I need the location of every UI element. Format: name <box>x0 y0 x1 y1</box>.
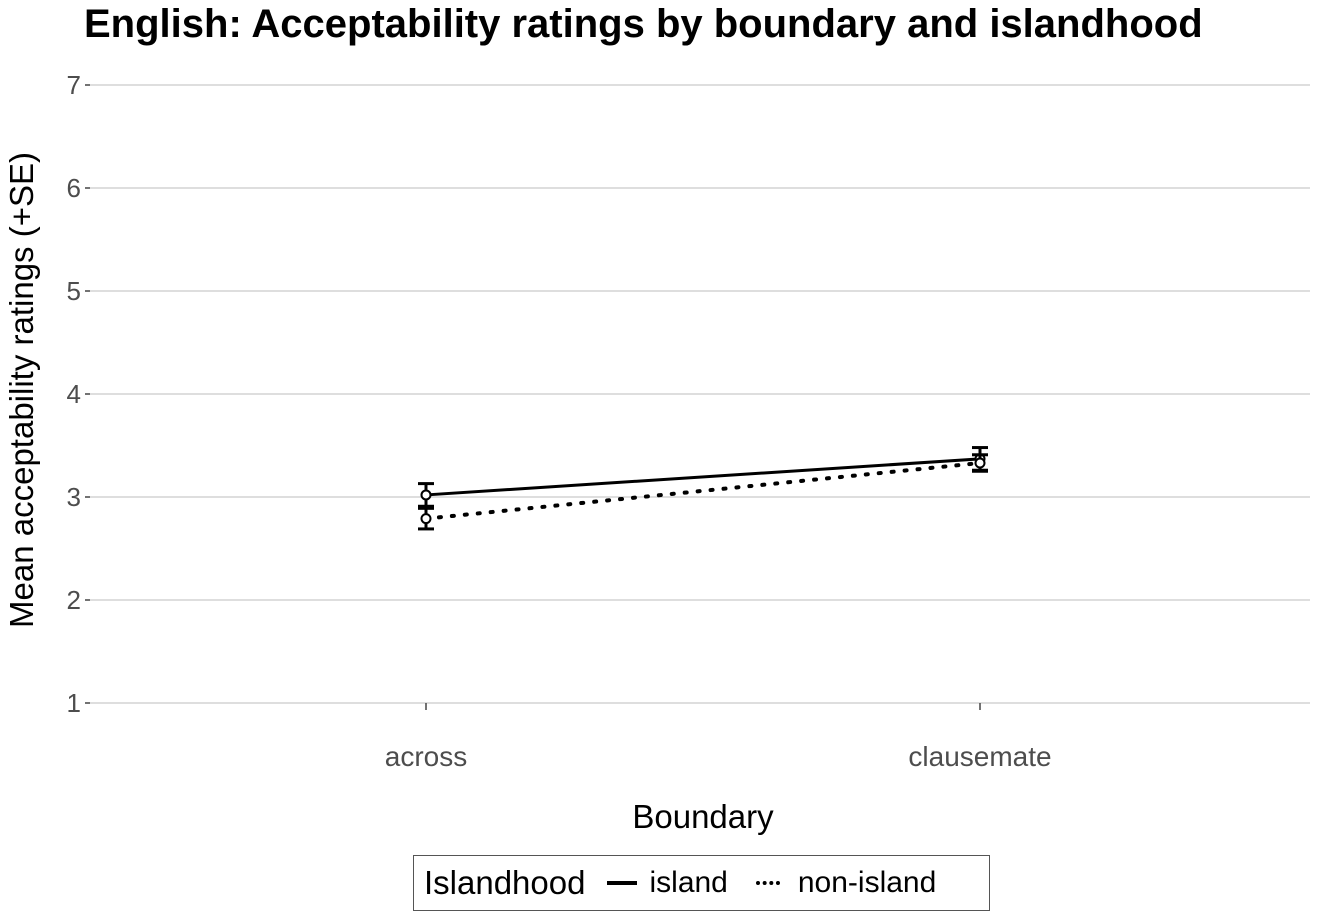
y-tick-label: 6 <box>67 173 81 203</box>
y-tick-label: 3 <box>67 482 81 512</box>
y-tick-label: 7 <box>67 70 81 100</box>
solid-line-key-icon <box>607 881 638 885</box>
y-tick-label: 5 <box>67 276 81 306</box>
data-point <box>420 489 432 501</box>
y-tick-label: 1 <box>67 688 81 718</box>
legend-item-non-island: non-island <box>797 866 937 899</box>
series-line-non-island <box>424 461 982 521</box>
legend: Islandhood island non-island <box>413 855 990 911</box>
x-axis-label: Boundary <box>632 798 774 835</box>
data-point <box>974 457 986 469</box>
y-axis-label: Mean acceptability ratings (+SE) <box>3 152 40 628</box>
x-tick-label: clausemate <box>908 741 1051 772</box>
x-tick-label: across <box>385 741 467 772</box>
data-point <box>420 513 432 525</box>
chart-title: English: Acceptability ratings by bounda… <box>84 2 1203 46</box>
legend-item-island: island <box>649 866 728 899</box>
dotted-line-key-icon <box>755 881 780 885</box>
series-line-island <box>425 457 981 497</box>
legend-title: Islandhood <box>424 864 586 901</box>
y-tick-label: 4 <box>67 379 81 409</box>
y-tick-label: 2 <box>67 585 81 615</box>
